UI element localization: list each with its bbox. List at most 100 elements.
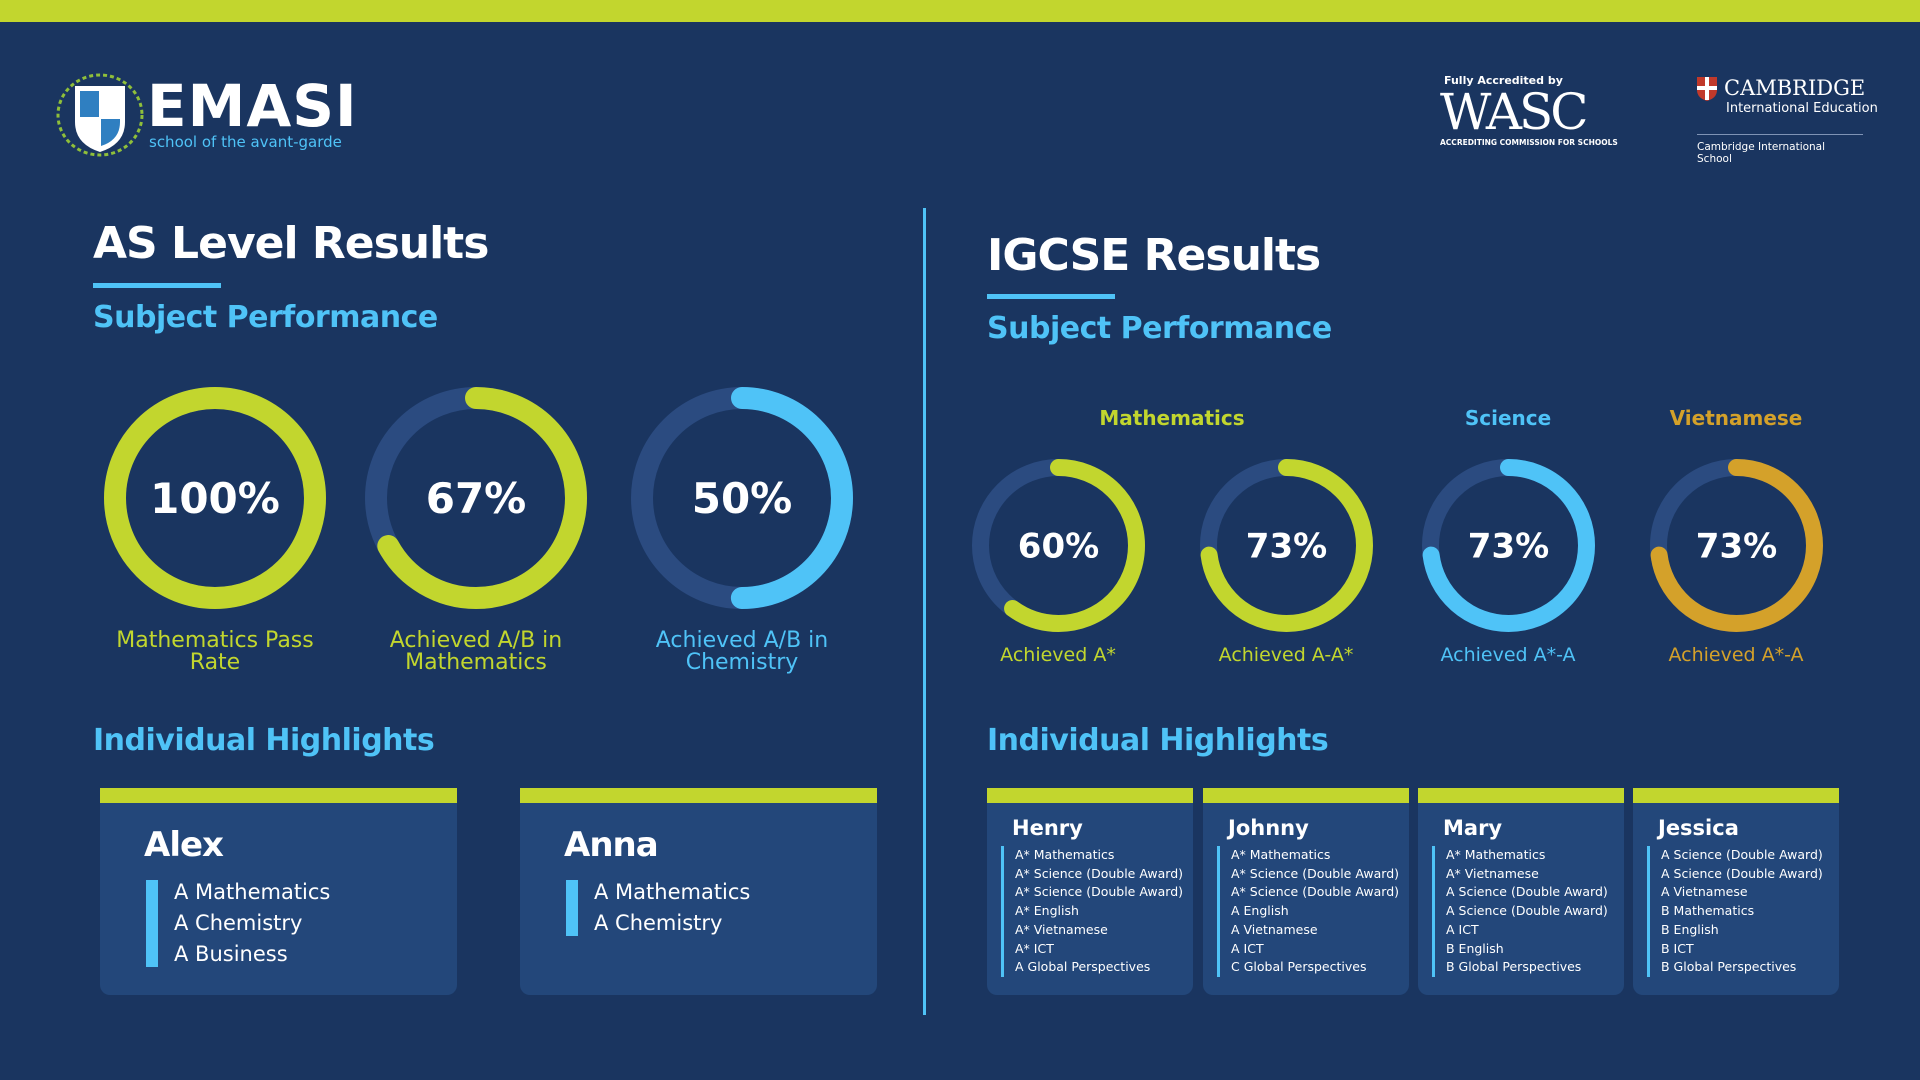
- student-name: Alex: [144, 825, 224, 865]
- donut-arc: [1421, 458, 1595, 632]
- donut: 73%: [1199, 458, 1373, 632]
- student-result: A Chemistry: [174, 911, 303, 935]
- student-name: Anna: [564, 825, 659, 865]
- donut: 73%: [1649, 458, 1823, 632]
- student-result: A* Science (Double Award): [1015, 865, 1184, 881]
- student-result: A* Vietnamese: [1446, 865, 1539, 881]
- student-card: [520, 803, 877, 995]
- donut: 100%: [104, 387, 326, 609]
- donut-value: 67%: [426, 474, 527, 523]
- section-title: IGCSE Results: [987, 230, 1321, 281]
- logo-name: EMASI: [147, 72, 358, 140]
- student-result: A* Vietnamese: [1015, 921, 1108, 937]
- donut-label: Achieved A/B in Chemistry: [655, 628, 829, 675]
- donut-value: 73%: [1695, 526, 1776, 566]
- card-stripe: [520, 788, 877, 803]
- title-underline: [987, 294, 1115, 299]
- card-stripe: [1418, 788, 1624, 803]
- student-result: A Mathematics: [594, 880, 751, 904]
- student-name: Henry: [1012, 816, 1083, 840]
- student-card: [100, 803, 457, 995]
- wasc-sub: ACCREDITING COMMISSION FOR SCHOOLS: [1440, 138, 1618, 147]
- student-result: A Business: [174, 942, 288, 966]
- student-card: [1203, 803, 1409, 995]
- logo-crest: [56, 73, 144, 157]
- donut-label: Achieved A*: [1000, 644, 1116, 666]
- result-bar: [1647, 846, 1650, 977]
- donut-value: 60%: [1017, 526, 1098, 566]
- donut: 73%: [1421, 458, 1595, 632]
- cambridge-name: CAMBRIDGE: [1724, 76, 1866, 100]
- divider: [923, 208, 926, 1015]
- student-result: A Mathematics: [174, 880, 331, 904]
- section-subtitle: Subject Performance: [93, 300, 438, 335]
- student-result: B Global Perspectives: [1446, 959, 1582, 975]
- student-result: A* Science (Double Award): [1015, 884, 1184, 900]
- cambridge-shield: [1697, 77, 1717, 101]
- card-stripe: [100, 788, 457, 803]
- result-bar: [1432, 846, 1435, 977]
- student-result: A Science (Double Award): [1661, 865, 1823, 881]
- donut-arc: [971, 458, 1145, 632]
- cambridge-sub: International Education: [1726, 101, 1878, 116]
- student-result: A* Mathematics: [1446, 847, 1546, 862]
- student-name: Mary: [1443, 816, 1503, 840]
- wasc-top: Fully Accredited by: [1444, 74, 1563, 87]
- student-result: A* Mathematics: [1231, 847, 1331, 862]
- donut: 60%: [971, 458, 1145, 632]
- subject-heading: Science: [1464, 406, 1552, 430]
- wasc-name: WASC: [1440, 83, 1589, 141]
- subject-heading: Vietnamese: [1669, 406, 1803, 430]
- donut-arc: [365, 387, 587, 609]
- student-result: A Vietnamese: [1231, 921, 1318, 937]
- donut-arc: [104, 387, 326, 609]
- student-result: B English: [1661, 921, 1719, 937]
- student-result: A Science (Double Award): [1661, 847, 1823, 862]
- logo-tagline: school of the avant-garde: [149, 133, 342, 151]
- student-card: [1633, 803, 1839, 995]
- student-result: A* English: [1015, 903, 1079, 919]
- student-result: B ICT: [1661, 940, 1694, 956]
- donut-label: Achieved A-A*: [1218, 644, 1354, 666]
- student-result: A Science (Double Award): [1446, 884, 1608, 900]
- student-result: A Vietnamese: [1661, 884, 1748, 900]
- student-name: Jessica: [1658, 816, 1739, 840]
- result-bar: [566, 880, 578, 936]
- student-card: [1418, 803, 1624, 995]
- student-result: C Global Perspectives: [1231, 959, 1367, 975]
- student-result: A* Science (Double Award): [1231, 865, 1400, 881]
- cambridge-school: Cambridge International School: [1697, 134, 1863, 165]
- donut: 50%: [631, 387, 853, 609]
- student-result: A ICT: [1446, 921, 1479, 937]
- donut-arc: [1199, 458, 1373, 632]
- donut-label: Achieved A/B in Mathematics: [389, 628, 563, 675]
- card-stripe: [987, 788, 1193, 803]
- highlights-title: Individual Highlights: [987, 723, 1329, 758]
- donut: 67%: [365, 387, 587, 609]
- section-subtitle: Subject Performance: [987, 311, 1332, 346]
- student-result: A Science (Double Award): [1446, 903, 1608, 919]
- result-bar: [1001, 846, 1004, 977]
- student-result: A Global Perspectives: [1015, 959, 1151, 975]
- donut-value: 73%: [1467, 526, 1548, 566]
- donut-label: Achieved A*-A: [1440, 644, 1576, 666]
- subject-heading: Mathematics: [1099, 406, 1245, 430]
- result-bar: [146, 880, 158, 967]
- result-bar: [1217, 846, 1220, 977]
- student-result: A ICT: [1231, 940, 1264, 956]
- section-title: AS Level Results: [93, 218, 489, 269]
- donut-value: 100%: [150, 474, 280, 523]
- student-result: A* Science (Double Award): [1231, 884, 1400, 900]
- title-underline: [93, 283, 221, 288]
- student-result: A* ICT: [1015, 940, 1054, 956]
- student-result: A English: [1231, 903, 1289, 919]
- student-result: B Mathematics: [1661, 903, 1755, 919]
- student-result: A Chemistry: [594, 911, 723, 935]
- student-result: B English: [1446, 940, 1504, 956]
- student-result: A* Mathematics: [1015, 847, 1115, 862]
- student-result: B Global Perspectives: [1661, 959, 1797, 975]
- student-name: Johnny: [1228, 816, 1309, 840]
- donut-value: 73%: [1245, 526, 1326, 566]
- student-card: [987, 803, 1193, 995]
